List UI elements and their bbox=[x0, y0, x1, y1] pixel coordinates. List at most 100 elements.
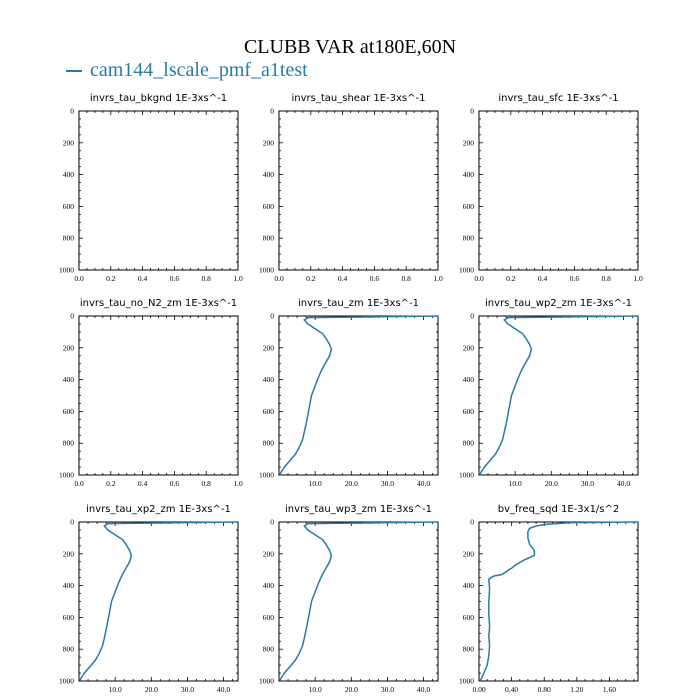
y-tick-label: 1000 bbox=[59, 266, 74, 275]
y-tick-label: 600 bbox=[463, 202, 475, 211]
plot-frame bbox=[78, 110, 239, 271]
y-tick-label: 400 bbox=[463, 170, 475, 179]
x-tick-label: 40.0 bbox=[217, 685, 230, 694]
x-tick-label: 10.0 bbox=[309, 479, 322, 488]
panel-5: invrs_tau_zm 1E-3xs^-1 0 200 400 600 800 1000 1… bbox=[259, 298, 439, 488]
series-line bbox=[279, 521, 439, 682]
y-tick-label: 400 bbox=[63, 170, 75, 179]
y-tick-label: 800 bbox=[63, 439, 75, 448]
y-tick-label: 1000 bbox=[459, 471, 474, 480]
y-tick-label: 400 bbox=[463, 375, 475, 384]
y-tick-label: 400 bbox=[263, 170, 275, 179]
y-tick-label: 800 bbox=[263, 645, 275, 654]
panel-title: invrs_tau_wp3_zm 1E-3xs^-1 bbox=[285, 504, 432, 515]
x-tick-label: 20.0 bbox=[545, 479, 558, 488]
panel-1: invrs_tau_bkgnd 1E-3xs^-1 0 200 400 600 800 10… bbox=[59, 93, 243, 283]
panel-2: invrs_tau_shear 1E-3xs^-1 0 200 400 600 800 10… bbox=[259, 93, 443, 283]
y-tick-label: 0 bbox=[470, 312, 474, 321]
x-tick-label: 20.0 bbox=[345, 685, 358, 694]
x-tick-label: 1.20 bbox=[570, 685, 583, 694]
y-tick-label: 200 bbox=[263, 549, 275, 558]
x-tick-label: 0.4 bbox=[338, 274, 348, 283]
panel-7: invrs_tau_xp2_zm 1E-3xs^-1 0 200 400 600 800 1… bbox=[59, 504, 239, 694]
x-tick-label: 1.0 bbox=[233, 274, 243, 283]
x-tick-label: 1.0 bbox=[633, 274, 643, 283]
y-tick-label: 600 bbox=[463, 613, 475, 622]
x-tick-label: 0.4 bbox=[138, 274, 148, 283]
y-tick-label: 200 bbox=[63, 549, 75, 558]
y-tick-label: 200 bbox=[63, 138, 75, 147]
y-tick-label: 800 bbox=[463, 645, 475, 654]
y-tick-label: 600 bbox=[263, 613, 275, 622]
x-tick-label: 0.4 bbox=[538, 274, 548, 283]
y-tick-label: 200 bbox=[463, 549, 475, 558]
panel-6: invrs_tau_wp2_zm 1E-3xs^-1 0 200 400 600 800 1… bbox=[459, 298, 639, 488]
y-tick-label: 1000 bbox=[259, 677, 274, 686]
y-tick-label: 200 bbox=[263, 138, 275, 147]
x-tick-label: 0.0 bbox=[474, 274, 484, 283]
x-tick-label: 20.0 bbox=[145, 685, 158, 694]
y-tick-label: 800 bbox=[263, 439, 275, 448]
x-tick-label: 0.2 bbox=[306, 274, 316, 283]
panel-title: invrs_tau_shear 1E-3xs^-1 bbox=[292, 93, 426, 104]
x-tick-label: 0.2 bbox=[506, 274, 516, 283]
y-tick-label: 0 bbox=[270, 312, 274, 321]
y-tick-label: 1000 bbox=[259, 266, 274, 275]
legend: cam144_lscale_pmf_a1test bbox=[66, 59, 308, 82]
x-tick-label: 0.8 bbox=[602, 274, 612, 283]
y-tick-label: 600 bbox=[63, 613, 75, 622]
x-tick-label: 30.0 bbox=[181, 685, 194, 694]
panel-title: invrs_tau_xp2_zm 1E-3xs^-1 bbox=[86, 504, 231, 515]
y-tick-label: 600 bbox=[463, 407, 475, 416]
y-tick-label: 200 bbox=[463, 343, 475, 352]
panel-title: invrs_tau_sfc 1E-3xs^-1 bbox=[498, 93, 618, 104]
plot-frame bbox=[478, 110, 639, 271]
x-tick-label: 30.0 bbox=[381, 479, 394, 488]
y-tick-label: 0 bbox=[270, 107, 274, 116]
y-tick-label: 1000 bbox=[459, 677, 474, 686]
y-tick-label: 600 bbox=[263, 202, 275, 211]
y-tick-label: 600 bbox=[63, 202, 75, 211]
x-tick-label: 0.4 bbox=[138, 479, 148, 488]
panel-4: invrs_tau_no_N2_zm 1E-3xs^-1 0 200 400 600 80… bbox=[59, 298, 243, 488]
x-tick-label: 0.6 bbox=[170, 479, 180, 488]
y-tick-label: 800 bbox=[63, 645, 75, 654]
legend-label: cam144_lscale_pmf_a1test bbox=[90, 59, 308, 81]
x-tick-label: 30.0 bbox=[381, 685, 394, 694]
x-tick-label: 40.0 bbox=[617, 479, 630, 488]
figure-title: CLUBB VAR at180E,60N bbox=[243, 36, 457, 58]
y-tick-label: 800 bbox=[463, 439, 475, 448]
x-tick-label: 0.2 bbox=[106, 479, 116, 488]
panel-3: invrs_tau_sfc 1E-3xs^-1 0 200 400 600 800 1000… bbox=[459, 93, 643, 283]
y-tick-label: 800 bbox=[463, 234, 475, 243]
x-tick-label: 0.8 bbox=[402, 274, 412, 283]
y-tick-label: 400 bbox=[463, 581, 475, 590]
y-tick-label: 0 bbox=[70, 518, 74, 527]
y-tick-label: 400 bbox=[263, 375, 275, 384]
x-tick-label: 0.6 bbox=[370, 274, 380, 283]
plot-frame bbox=[78, 315, 239, 476]
y-tick-label: 800 bbox=[63, 234, 75, 243]
y-tick-label: 400 bbox=[263, 581, 275, 590]
x-tick-label: 40.0 bbox=[417, 479, 430, 488]
y-tick-label: 0 bbox=[70, 107, 74, 116]
y-tick-label: 0 bbox=[270, 518, 274, 527]
panel-title: invrs_tau_zm 1E-3xs^-1 bbox=[298, 298, 419, 309]
x-tick-label: 1.0 bbox=[233, 479, 243, 488]
y-tick-label: 1000 bbox=[259, 471, 274, 480]
y-tick-label: 600 bbox=[63, 407, 75, 416]
x-tick-label: 0.0 bbox=[74, 274, 84, 283]
y-tick-label: 400 bbox=[63, 375, 75, 384]
series-line bbox=[279, 315, 439, 476]
legend-swatch bbox=[66, 70, 82, 73]
x-tick-label: 0.0 bbox=[74, 479, 84, 488]
panel-title: invrs_tau_wp2_zm 1E-3xs^-1 bbox=[485, 298, 632, 309]
panel-title: bv_freq_sqd 1E-3x1/s^2 bbox=[498, 504, 620, 515]
plot-frame bbox=[278, 521, 439, 682]
x-tick-label: 1.0 bbox=[433, 274, 443, 283]
x-tick-label: 0.6 bbox=[570, 274, 580, 283]
x-tick-label: 0.2 bbox=[106, 274, 116, 283]
x-tick-label: 0.8 bbox=[202, 274, 212, 283]
y-tick-label: 1000 bbox=[59, 471, 74, 480]
